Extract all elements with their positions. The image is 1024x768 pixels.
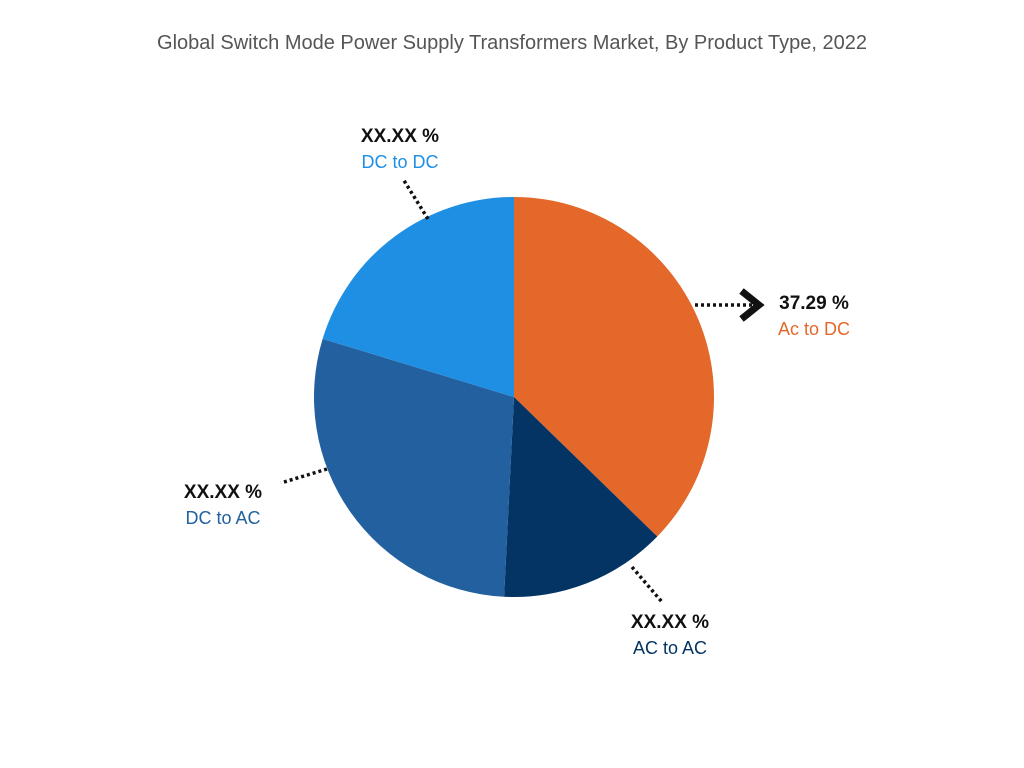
leader-ac-to-ac — [630, 565, 664, 604]
chart-title: Global Switch Mode Power Supply Transfor… — [157, 32, 867, 54]
label-dc-to-dc: XX.XX % DC to DC — [320, 126, 480, 173]
leader-dc-to-ac — [280, 467, 328, 485]
pie-slice-dc-to-dc — [322, 197, 514, 397]
data-label-value: 37.29 % — [779, 293, 849, 314]
pie-slice-ac-to-dc — [514, 197, 714, 537]
label-ac-to-ac: XX.XX % AC to AC — [590, 612, 750, 659]
data-label-category: DC to DC — [361, 152, 439, 172]
pie-slice-ac-to-ac — [504, 397, 658, 597]
data-label-category: AC to AC — [632, 638, 708, 658]
leader-dc-to-dc — [401, 178, 430, 220]
data-label-category: Ac to DC — [777, 319, 851, 339]
label-ac-to-dc: 37.29 % Ac to DC — [734, 293, 894, 340]
data-label-value: XX.XX % — [360, 126, 440, 147]
label-dc-to-ac: XX.XX % DC to AC — [143, 482, 303, 529]
data-label-category: DC to AC — [185, 508, 261, 528]
pie-slice-dc-to-ac — [314, 338, 514, 597]
data-label-value: XX.XX % — [630, 612, 710, 633]
data-label-value: XX.XX % — [183, 482, 263, 503]
